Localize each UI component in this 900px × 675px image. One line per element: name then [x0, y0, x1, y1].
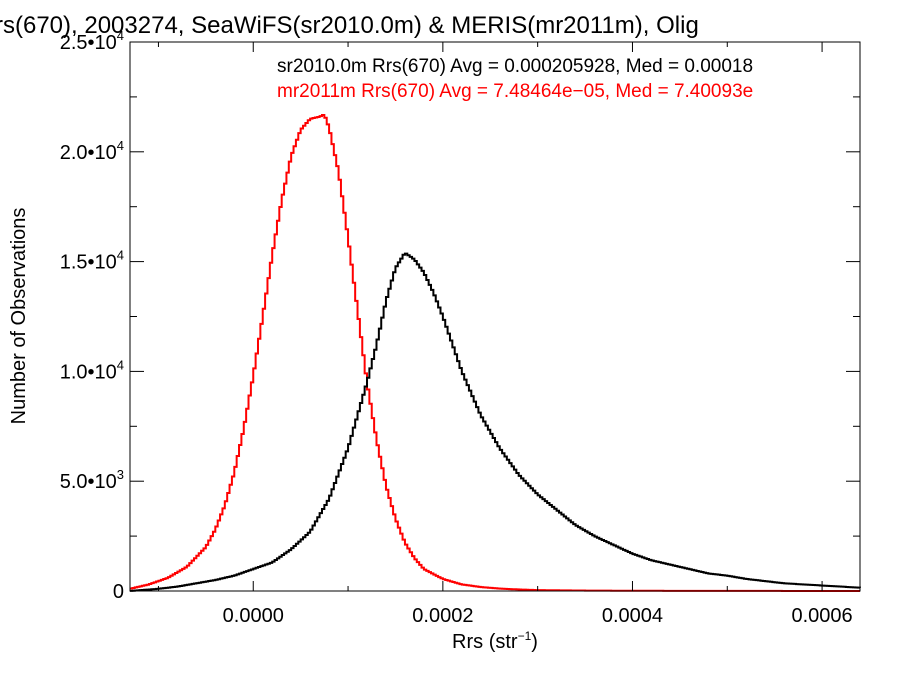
x-axis-label-text: Rrs (str [452, 631, 518, 653]
y-tick-label: 1.5•104 [60, 248, 124, 274]
plot-frame [129, 41, 861, 592]
y-tick-label: 0 [113, 581, 124, 603]
x-tick-label: 0.0002 [412, 605, 473, 627]
y-tick-label: 2.0•104 [60, 138, 124, 164]
x-tick-label: 0.0000 [223, 605, 284, 627]
x-axis-label-close: ) [531, 631, 538, 653]
y-tick-label: 1.0•104 [60, 357, 124, 383]
ticks-layer [130, 41, 860, 592]
series-layer [130, 114, 861, 592]
y-axis-label: Number of Observations [8, 208, 30, 425]
x-tick-labels: 0.0000 0.0002 0.0004 0.0006 [223, 605, 853, 627]
series-annotation-sr2010: sr2010.0m Rrs(670) Avg = 0.000205928, Me… [277, 56, 753, 77]
y-tick-label: 5.0•103 [60, 467, 124, 493]
x-axis-label: Rrs (str−1) [452, 629, 538, 653]
x-tick-label: 0.0006 [791, 605, 852, 627]
series-line-mr2011m [130, 114, 860, 592]
y-tick-label: 2.5•104 [60, 28, 124, 54]
series-annotation-mr2011: mr2011m Rrs(670) Avg = 7.48464e−05, Med … [277, 81, 753, 102]
x-axis-label-exponent: −1 [518, 629, 532, 643]
chart-title: rs(670), 2003274, SeaWiFS(sr2010.0m) & M… [0, 12, 699, 39]
series-line-sr2010.0m [130, 252, 861, 592]
y-tick-labels: 0 5.0•103 1.0•104 1.5•104 2.0•104 2.5•104 [60, 28, 124, 603]
x-tick-label: 0.0004 [602, 605, 663, 627]
legend-annotations: sr2010.0m Rrs(670) Avg = 0.000205928, Me… [277, 56, 753, 102]
